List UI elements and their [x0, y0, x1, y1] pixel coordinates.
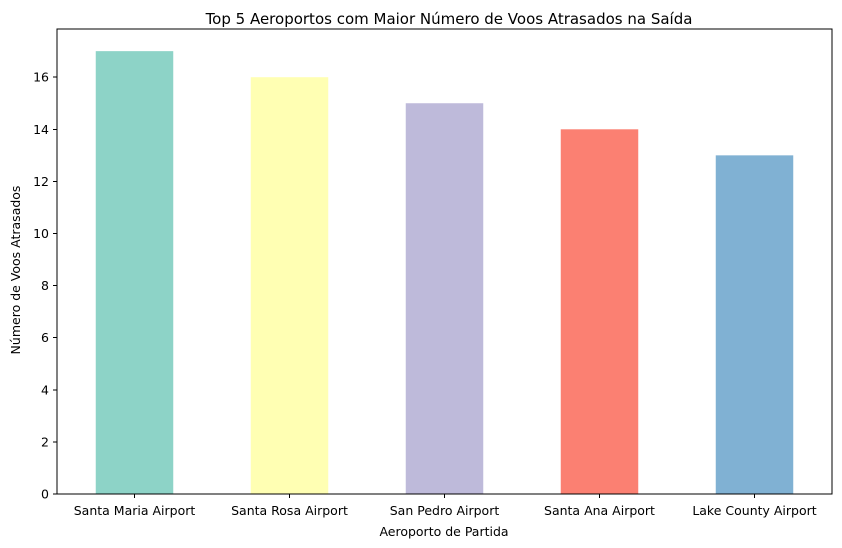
y-tick-label: 12 — [33, 174, 49, 189]
y-tick-label: 0 — [41, 487, 49, 502]
y-tick-label: 2 — [41, 434, 49, 449]
plot-area: 0 2 4 6 8 10 12 14 16 Santa Maria Airport Santa R… — [33, 28, 833, 518]
bar-santa-rosa-airport — [250, 77, 329, 495]
y-tick-label: 14 — [33, 122, 49, 137]
bar-santa-ana-airport — [560, 129, 639, 494]
y-tick-label: 6 — [41, 330, 49, 345]
chart-title: Top 5 Aeroportos com Maior Número de Voo… — [205, 10, 693, 28]
x-tick-label: Santa Ana Airport — [544, 503, 655, 518]
plot-frame — [56, 28, 833, 495]
y-tick-label: 8 — [41, 278, 49, 293]
bars-group — [95, 51, 794, 495]
x-axis-label: Aeroporto de Partida — [379, 524, 508, 539]
bar-lake-county-airport — [715, 155, 794, 494]
bar-santa-maria-airport — [95, 51, 174, 495]
y-axis-label: Número de Voos Atrasados — [8, 186, 23, 355]
x-tick-label: San Pedro Airport — [390, 503, 500, 518]
y-tick-label: 10 — [33, 226, 49, 241]
y-tick-label: 4 — [41, 382, 49, 397]
y-tick-label: 16 — [33, 70, 49, 85]
x-axis-ticks: Santa Maria Airport Santa Rosa Airport San… — [74, 494, 817, 518]
x-tick-label: Santa Maria Airport — [74, 503, 196, 518]
bar-san-pedro-airport — [405, 103, 484, 494]
y-axis-ticks: 0 2 4 6 8 10 12 14 16 — [33, 70, 57, 502]
x-tick-label: Lake County Airport — [692, 503, 816, 518]
x-tick-label: Santa Rosa Airport — [231, 503, 348, 518]
